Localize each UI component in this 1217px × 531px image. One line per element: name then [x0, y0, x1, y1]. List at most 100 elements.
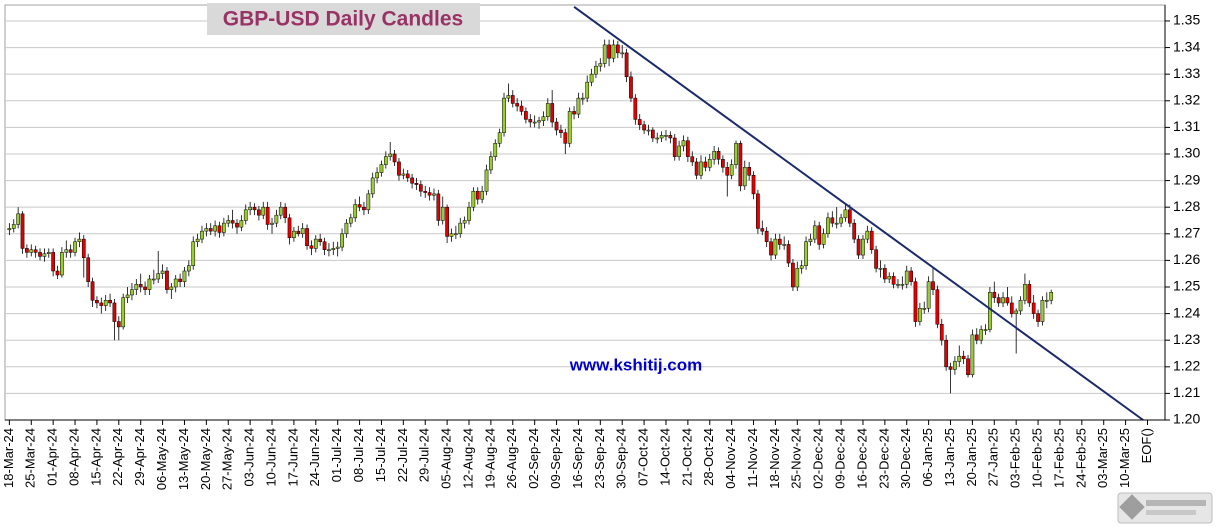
candle-body — [20, 213, 25, 249]
candle-body — [502, 97, 506, 133]
x-tick-label: 12-Aug-24 — [460, 428, 475, 489]
y-tick-label: 1.29 — [1173, 171, 1200, 187]
candle-body — [922, 308, 927, 310]
candle-body — [173, 278, 178, 288]
candle-body — [953, 361, 957, 370]
candle-body — [996, 297, 1001, 304]
candle-body — [812, 225, 817, 240]
candle-body — [966, 358, 970, 376]
x-tick-label: 08-Jul-24 — [351, 428, 366, 482]
candle-body — [576, 97, 581, 115]
axes: 1.20 1.21 1.22 1.23 1.24 1.25 1.26 1.27 1.28 1.29… — [1, 5, 1200, 490]
candle-body — [440, 206, 445, 221]
candle-body — [73, 241, 77, 253]
candle-body — [957, 355, 962, 362]
candle-body — [445, 206, 449, 237]
y-tick-label: 1.27 — [1173, 224, 1200, 240]
candle-body — [974, 334, 979, 341]
candle-body — [861, 238, 865, 256]
candle-body — [799, 265, 804, 269]
candle-body — [353, 204, 358, 219]
candle-body — [891, 276, 896, 285]
candle-body — [939, 323, 944, 341]
candle-body — [81, 238, 86, 258]
candle-body — [68, 249, 73, 253]
candle-body — [887, 276, 892, 280]
candle-body — [427, 192, 432, 196]
candle-body — [882, 268, 887, 280]
candle-body — [116, 321, 121, 328]
candle-body — [86, 257, 91, 282]
candle-body — [388, 153, 393, 157]
candle-body — [99, 302, 104, 306]
x-tick-label: 17-Feb-25 — [1051, 428, 1066, 488]
x-tick-label: 27-May-24 — [220, 428, 235, 490]
candle-body — [550, 103, 555, 123]
x-tick-label: 16-Dec-24 — [854, 428, 869, 489]
candle-body — [983, 329, 988, 331]
candle-body — [462, 220, 467, 224]
candle-body — [528, 119, 533, 123]
candle-body — [213, 225, 217, 232]
candle-body — [454, 233, 458, 236]
x-tick-label: 11-Nov-24 — [745, 428, 760, 488]
candle-body — [261, 206, 266, 216]
y-tick-label: 1.31 — [1173, 118, 1200, 134]
candle-body — [475, 190, 480, 200]
candle-body — [979, 329, 984, 341]
candle-body — [677, 145, 681, 157]
candle-body — [817, 225, 822, 245]
candle-body — [77, 238, 82, 243]
candle-body — [103, 300, 108, 306]
candle-body — [738, 143, 743, 187]
candle-body — [734, 143, 738, 165]
x-tick-label: 06-Jan-25 — [920, 428, 935, 487]
candle-body — [7, 228, 12, 231]
candle-body — [375, 172, 379, 179]
candle-body — [423, 190, 428, 193]
y-tick-label: 1.26 — [1173, 251, 1200, 267]
y-tick-label: 1.23 — [1173, 331, 1200, 347]
x-tick-label: 03-Jun-24 — [242, 428, 257, 487]
candle-body — [191, 241, 196, 266]
candle-body — [331, 248, 336, 250]
candle-body — [186, 265, 191, 272]
candle-body — [585, 81, 590, 99]
candle-body — [1031, 302, 1036, 314]
candle-body — [208, 228, 213, 232]
x-tick-label: 17-Jun-24 — [285, 428, 300, 487]
candle-body — [16, 213, 20, 225]
x-tick-label: 28-Oct-24 — [701, 428, 716, 486]
x-tick-label: 10-Feb-25 — [1029, 428, 1044, 488]
candle-body — [961, 355, 966, 360]
candle-body — [572, 111, 576, 115]
x-tick-label: 22-Jul-24 — [395, 428, 410, 482]
trendline — [573, 6, 1144, 421]
candle-body — [178, 278, 182, 282]
overlay — [573, 6, 1144, 421]
candle-body — [786, 244, 791, 264]
candle-body — [418, 184, 423, 192]
candle-body — [235, 222, 239, 228]
candle-body — [243, 209, 248, 221]
candle-body — [108, 300, 112, 304]
candle-body — [370, 177, 375, 195]
candle-body — [795, 268, 800, 288]
candle-body — [46, 252, 51, 254]
candle-body — [296, 230, 301, 235]
candle-body — [64, 249, 69, 253]
candle-body — [1036, 313, 1040, 322]
x-tick-label: 15-Apr-24 — [88, 428, 103, 486]
x-tick-label: 21-Oct-24 — [679, 428, 694, 486]
candle-body — [366, 193, 371, 211]
x-tick-label: 15-Jul-24 — [373, 428, 388, 482]
x-tick-label: 27-Jan-25 — [986, 428, 1001, 487]
y-tick-label: 1.20 — [1173, 411, 1200, 427]
candle-body — [992, 292, 997, 298]
candle-body — [1009, 302, 1014, 314]
candle-body — [865, 230, 870, 240]
x-tick-label: 26-Aug-24 — [504, 428, 519, 489]
candle-body — [554, 121, 559, 131]
candle-body — [847, 209, 852, 224]
